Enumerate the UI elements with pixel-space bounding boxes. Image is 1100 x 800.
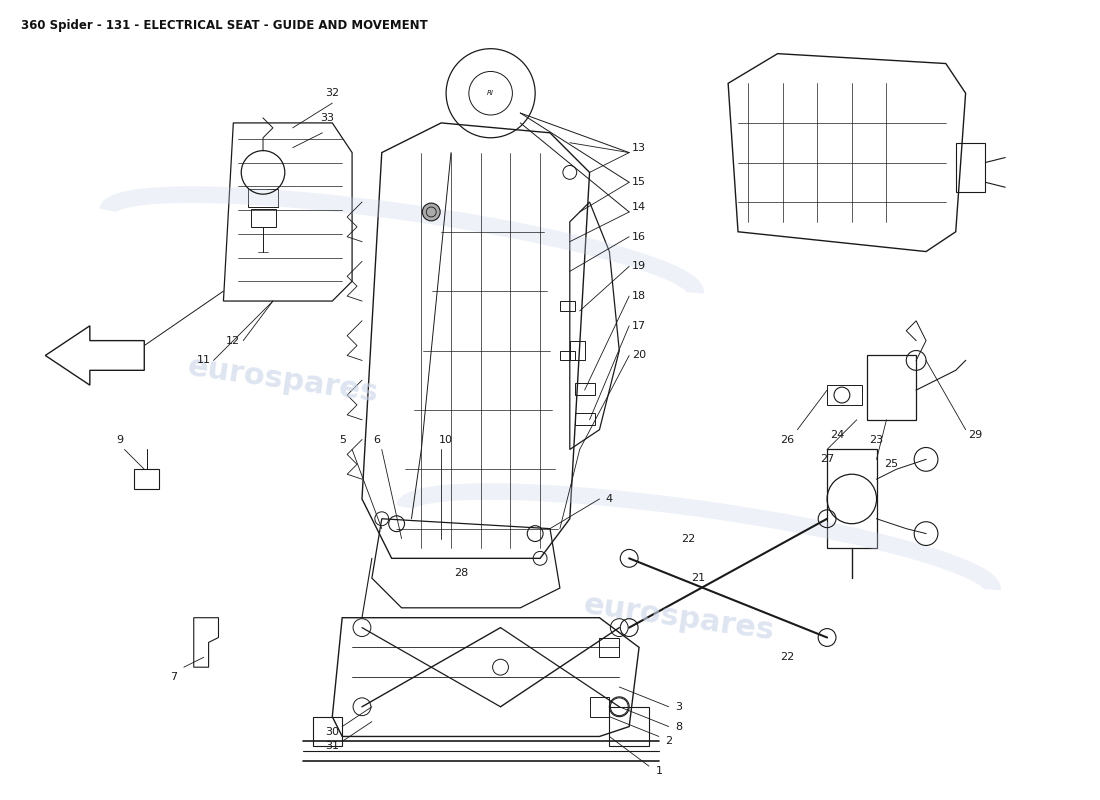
- Bar: [827, 385, 861, 405]
- Text: 2: 2: [666, 737, 672, 746]
- Text: 30: 30: [326, 726, 339, 737]
- Text: RI: RI: [487, 90, 494, 96]
- Text: eurospares: eurospares: [186, 353, 381, 408]
- Bar: [590, 697, 609, 717]
- Text: 20: 20: [632, 350, 646, 361]
- Bar: [560, 350, 574, 361]
- Text: 26: 26: [780, 434, 794, 445]
- Text: 5: 5: [339, 434, 345, 445]
- Bar: [574, 383, 594, 395]
- Text: 28: 28: [454, 568, 469, 578]
- Text: 12: 12: [227, 336, 241, 346]
- Text: 24: 24: [829, 430, 844, 440]
- Text: 32: 32: [326, 88, 340, 98]
- Bar: [574, 413, 594, 425]
- Bar: [312, 717, 342, 746]
- Text: 23: 23: [869, 434, 883, 445]
- Circle shape: [422, 203, 440, 221]
- Bar: [570, 341, 584, 361]
- Text: 13: 13: [632, 142, 646, 153]
- Bar: [827, 450, 877, 549]
- Text: 16: 16: [632, 232, 646, 242]
- Text: 4: 4: [606, 494, 613, 504]
- Text: eurospares: eurospares: [581, 590, 776, 646]
- Bar: [251, 209, 276, 227]
- Text: 1: 1: [656, 766, 662, 776]
- Text: 15: 15: [632, 178, 646, 187]
- Text: 14: 14: [632, 202, 646, 212]
- Bar: [956, 142, 986, 192]
- Text: 11: 11: [197, 355, 210, 366]
- Text: 360 Spider - 131 - ELECTRICAL SEAT - GUIDE AND MOVEMENT: 360 Spider - 131 - ELECTRICAL SEAT - GUI…: [21, 19, 427, 32]
- Bar: [600, 638, 619, 658]
- Text: 21: 21: [692, 573, 705, 583]
- Text: 8: 8: [675, 722, 682, 731]
- Bar: [134, 470, 159, 489]
- Text: 22: 22: [681, 534, 695, 543]
- Bar: [609, 706, 649, 746]
- Text: 25: 25: [884, 459, 899, 470]
- Text: 19: 19: [632, 262, 646, 271]
- Text: 27: 27: [820, 454, 834, 464]
- Text: 29: 29: [968, 430, 982, 440]
- Bar: [249, 190, 278, 207]
- Bar: [867, 355, 916, 420]
- Text: 3: 3: [675, 702, 682, 712]
- Text: 31: 31: [326, 742, 339, 751]
- Text: 33: 33: [320, 113, 334, 123]
- Bar: [560, 301, 574, 311]
- Text: 18: 18: [632, 291, 646, 301]
- Text: 17: 17: [632, 321, 646, 330]
- Text: 6: 6: [373, 434, 381, 445]
- Text: 10: 10: [439, 434, 453, 445]
- Text: 7: 7: [170, 672, 177, 682]
- Text: 22: 22: [780, 652, 794, 662]
- Text: 9: 9: [116, 434, 123, 445]
